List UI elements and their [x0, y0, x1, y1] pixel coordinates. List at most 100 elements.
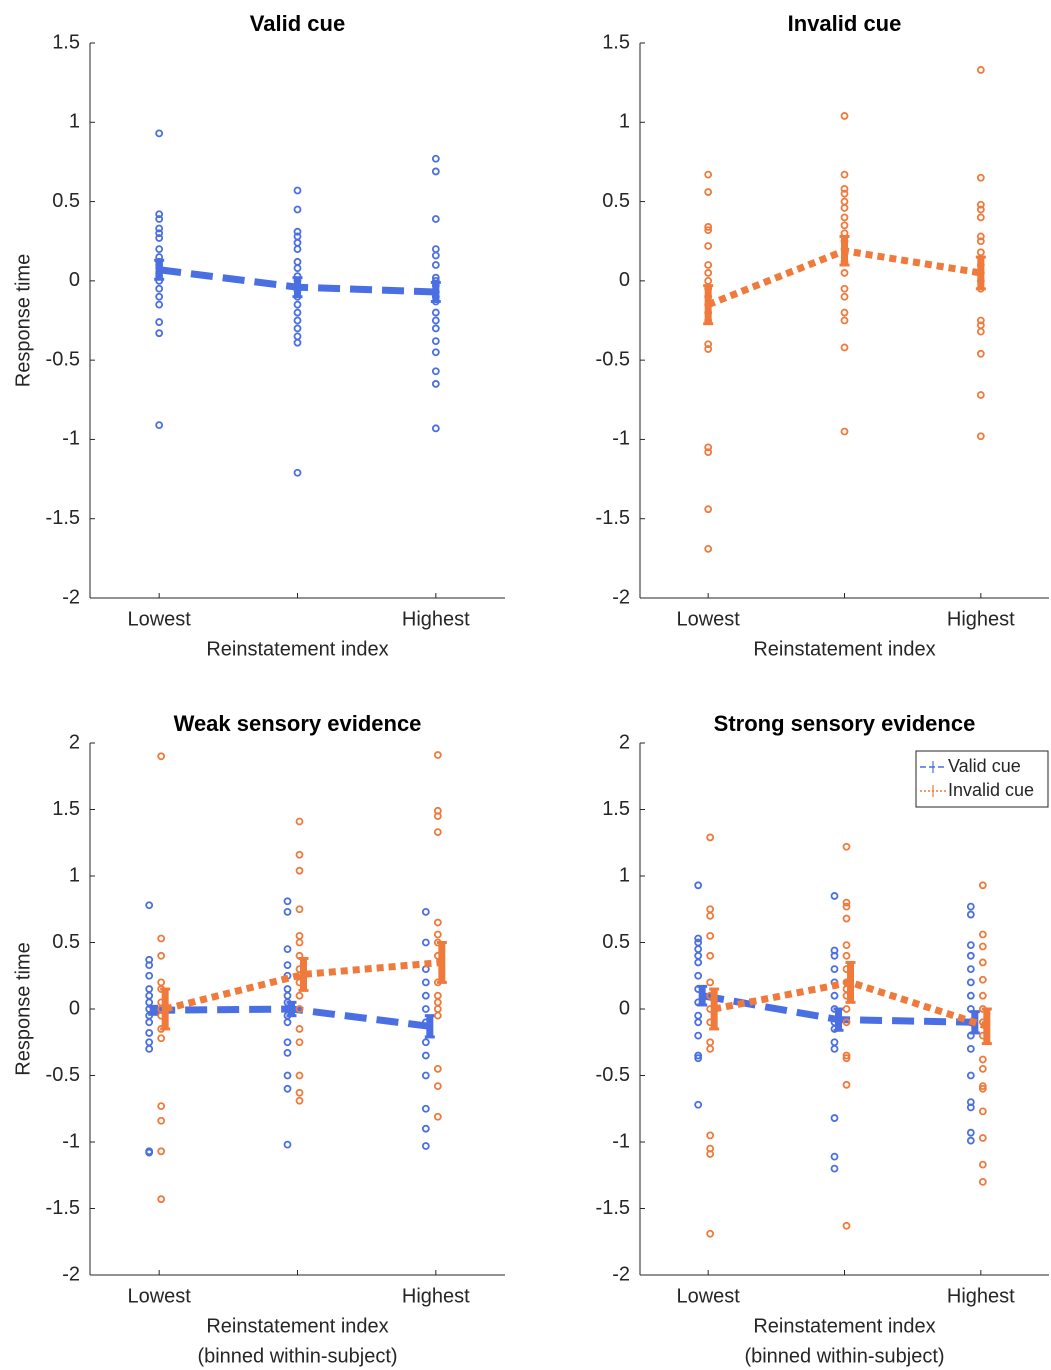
data-point: [966, 951, 975, 960]
data-point: [293, 468, 302, 477]
data-point: [978, 1134, 987, 1142]
data-point: [431, 215, 440, 223]
y-tick-label: 1: [69, 864, 80, 886]
data-point: [283, 908, 292, 916]
data-point: [976, 432, 985, 441]
data-point: [421, 1051, 430, 1060]
data-point: [155, 229, 164, 238]
x-axis-label: (binned within-subject): [744, 1345, 944, 1367]
data-point: [840, 170, 849, 179]
data-point: [978, 1082, 987, 1091]
data-point: [976, 248, 985, 257]
data-point: [433, 751, 442, 759]
data-point: [976, 327, 985, 336]
panel-title: Valid cue: [250, 11, 345, 36]
data-point: [293, 308, 302, 317]
data-point: [431, 154, 440, 163]
data-point: [155, 284, 164, 293]
data-point: [976, 213, 985, 222]
data-point: [840, 197, 849, 206]
x-axis-label: Reinstatement index: [206, 638, 388, 660]
x-tick-label: Highest: [402, 1285, 470, 1307]
x-tick-label: Highest: [947, 608, 1015, 630]
data-point: [694, 934, 703, 943]
data-point: [155, 215, 164, 223]
panel-title: Invalid cue: [788, 11, 902, 36]
y-axis-label: Response time: [12, 254, 34, 387]
data-point: [978, 1107, 987, 1116]
data-point: [706, 833, 715, 842]
data-point: [295, 1071, 304, 1080]
data-point: [976, 391, 985, 399]
y-tick-label: -0.5: [596, 348, 630, 370]
y-tick-label: 2: [619, 731, 630, 753]
error-bar: [430, 280, 441, 303]
y-tick-label: -0.5: [46, 348, 80, 370]
data-point: [157, 934, 166, 943]
data-point: [433, 930, 442, 939]
error-bar: [298, 956, 309, 992]
y-tick-label: 0: [69, 269, 80, 291]
y-tick-label: 1.5: [52, 31, 80, 53]
data-point: [978, 1178, 987, 1186]
data-point: [694, 1051, 703, 1060]
data-point: [295, 850, 304, 859]
data-point: [283, 1084, 292, 1093]
data-point: [283, 945, 292, 954]
data-point: [706, 978, 715, 987]
data-point: [694, 971, 703, 980]
data-point: [157, 1102, 166, 1110]
data-point: [293, 232, 302, 241]
panel: Invalid cue -2 -1.5 -1 -0.5 0 0.5 1 1.5 Lowest Hig…: [596, 11, 1049, 660]
x-tick-label: Lowest: [127, 1285, 191, 1307]
data-point: [842, 914, 851, 923]
error-bar: [845, 960, 856, 1004]
y-tick-label: 1: [619, 111, 630, 133]
data-point: [694, 938, 703, 947]
data-point: [840, 184, 849, 193]
data-point: [706, 951, 715, 960]
data-point: [840, 213, 849, 222]
data-point: [431, 316, 440, 325]
data-point: [704, 188, 713, 196]
data-point: [421, 1005, 430, 1013]
y-tick-label: -0.5: [596, 1064, 630, 1086]
data-point: [145, 961, 154, 970]
data-point: [433, 991, 442, 1000]
data-point: [155, 210, 164, 219]
data-point: [293, 324, 302, 333]
data-point: [295, 1005, 304, 1013]
data-point: [283, 1018, 292, 1027]
data-point: [704, 242, 713, 250]
data-point: [976, 349, 985, 358]
data-point: [145, 901, 154, 910]
data-point: [145, 1038, 154, 1047]
data-point: [704, 226, 713, 235]
data-point: [976, 321, 985, 330]
error-bar: [839, 234, 850, 267]
data-point: [694, 1011, 703, 1020]
data-point: [830, 1038, 839, 1047]
panel: Weak sensory evidence -2 -1.5 -1 -0.5 0 0.5 1 1.…: [12, 711, 505, 1367]
data-point: [840, 308, 849, 317]
data-point: [433, 1011, 442, 1020]
data-point: [978, 881, 987, 890]
data-point: [155, 292, 164, 301]
data-point: [295, 938, 304, 947]
data-point: [966, 1045, 975, 1053]
data-point: [155, 421, 164, 430]
data-point: [966, 1128, 975, 1137]
data-point: [293, 186, 302, 195]
data-point: [976, 173, 985, 182]
data-point: [295, 991, 304, 1000]
data-point: [976, 232, 985, 241]
data-point: [155, 245, 164, 254]
data-point: [840, 204, 849, 212]
error-bar: [148, 1004, 159, 1016]
data-point: [155, 129, 164, 138]
data-point: [978, 1064, 987, 1073]
y-tick-label: -1: [62, 428, 80, 450]
x-tick-label: Highest: [947, 1285, 1015, 1307]
data-point: [283, 1140, 292, 1149]
panel: Valid cue -2 -1.5 -1 -0.5 0 0.5 1 1.5 Lowest Highe…: [12, 11, 505, 660]
